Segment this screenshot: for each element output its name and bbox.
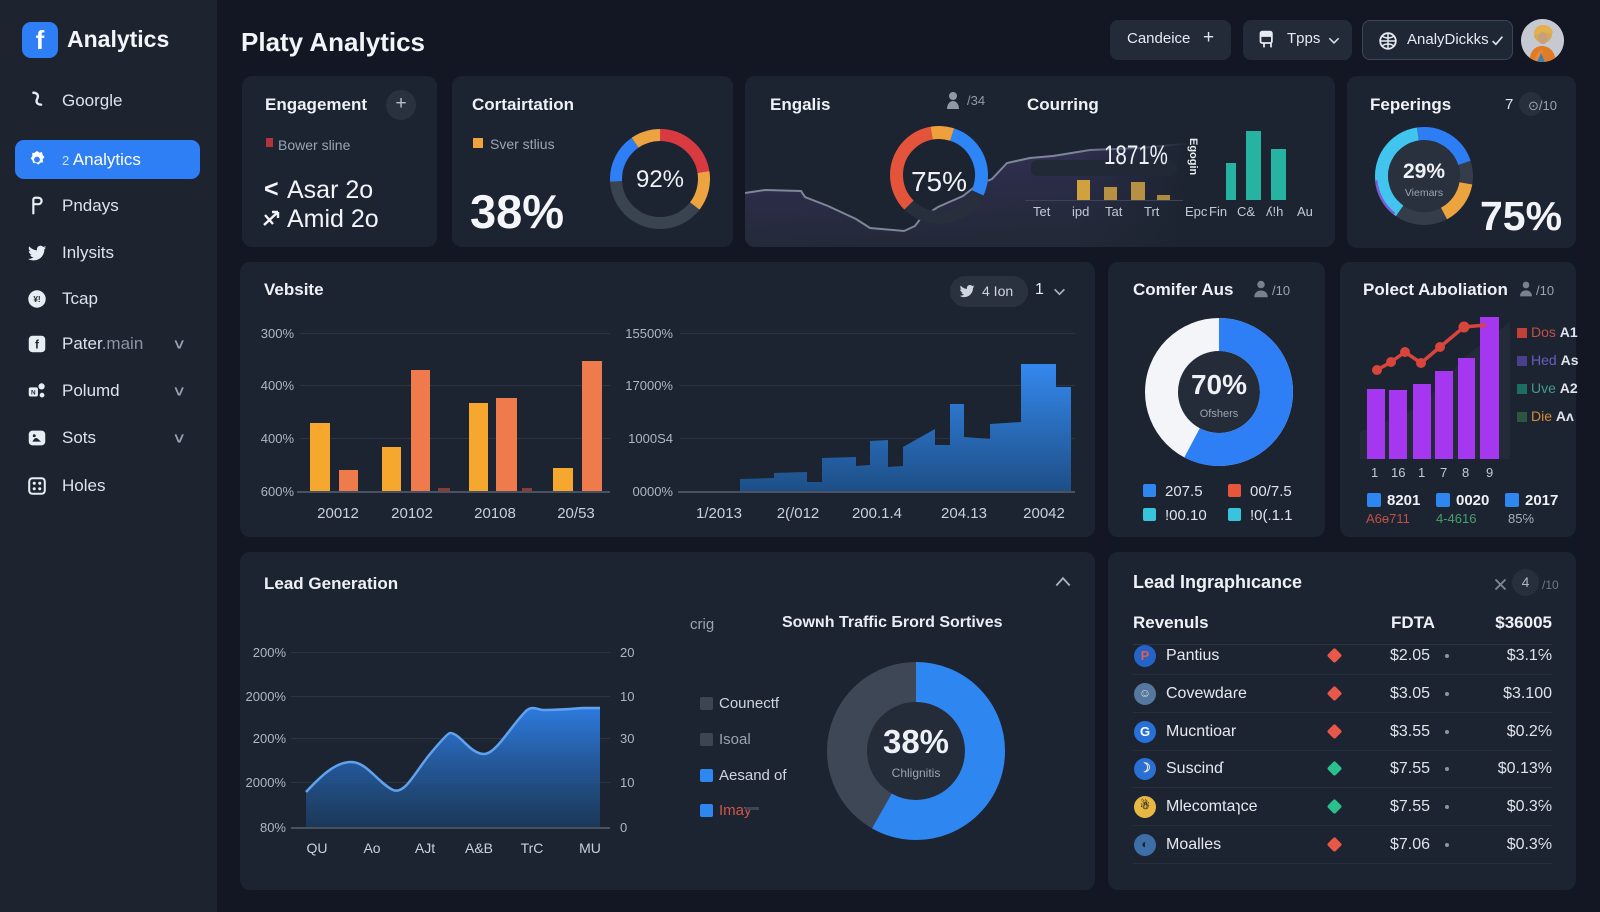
svg-text:38%: 38% xyxy=(883,723,949,760)
svg-text:Viemars: Viemars xyxy=(1405,187,1443,199)
svg-text:75%: 75% xyxy=(911,166,967,197)
svg-text:70%: 70% xyxy=(1191,369,1247,400)
svg-text:29%: 29% xyxy=(1403,160,1445,183)
svg-text:Ofshers: Ofshers xyxy=(1200,408,1239,420)
svg-text:f: f xyxy=(35,338,39,352)
svg-text:Chlignitis: Chlignitis xyxy=(892,766,941,780)
svg-text:92%: 92% xyxy=(636,166,684,193)
svg-text:/34: /34 xyxy=(967,93,985,108)
svg-text:N: N xyxy=(31,390,36,397)
svg-text:¥!: ¥! xyxy=(33,295,40,304)
